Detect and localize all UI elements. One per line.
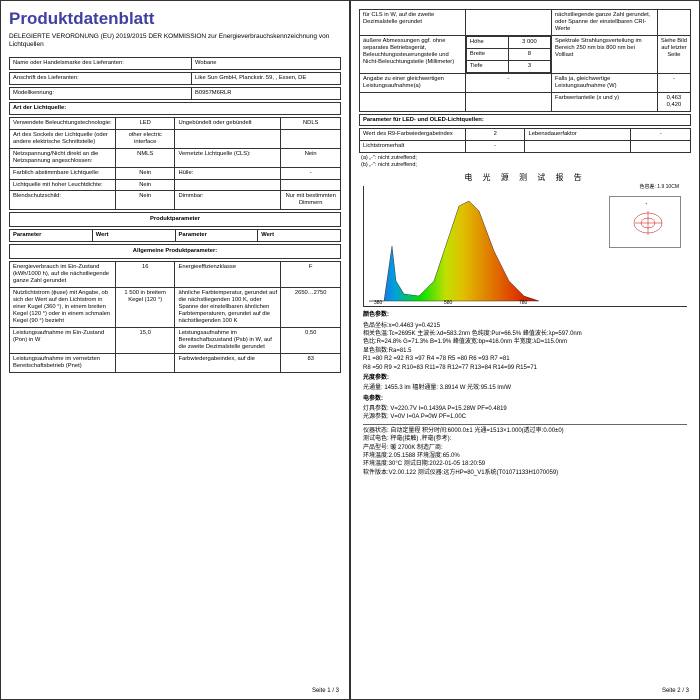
continued-rows: für CLS in W, auf die zweite Dezimalstel… [359, 9, 691, 112]
report-title: 电 光 源 测 试 报 告 [359, 173, 691, 183]
page-footer-2: Seite 2 / 3 [662, 688, 689, 695]
led-rows: Wert des R9-Farbwiedergabeindex2Lebensda… [359, 128, 691, 153]
general-param-rows: Energieverbrauch im Ein-Zustand (kWh/100… [9, 261, 341, 372]
page-footer-1: Seite 1 / 3 [312, 688, 339, 695]
spectrum-chart: 380 580 780 [363, 186, 687, 307]
title: Produktdatenblatt [9, 9, 341, 29]
svg-text:380: 380 [374, 300, 383, 306]
page-2: für CLS in W, auf die zweite Dezimalstel… [350, 0, 700, 700]
page-1: Produktdatenblatt DELEGIERTE VERORDNUNG … [0, 0, 350, 700]
supplier-table: Name oder Handelsmarke des Lieferanten:W… [9, 57, 341, 70]
svg-text:780: 780 [519, 300, 528, 306]
subtitle: DELEGIERTE VERORDNUNG (EU) 2019/2015 DER… [9, 33, 341, 49]
lightsource-rows: Verwendete Beleuchtungstechnologie:LEDUn… [9, 117, 341, 211]
svg-text:580: 580 [444, 300, 453, 306]
